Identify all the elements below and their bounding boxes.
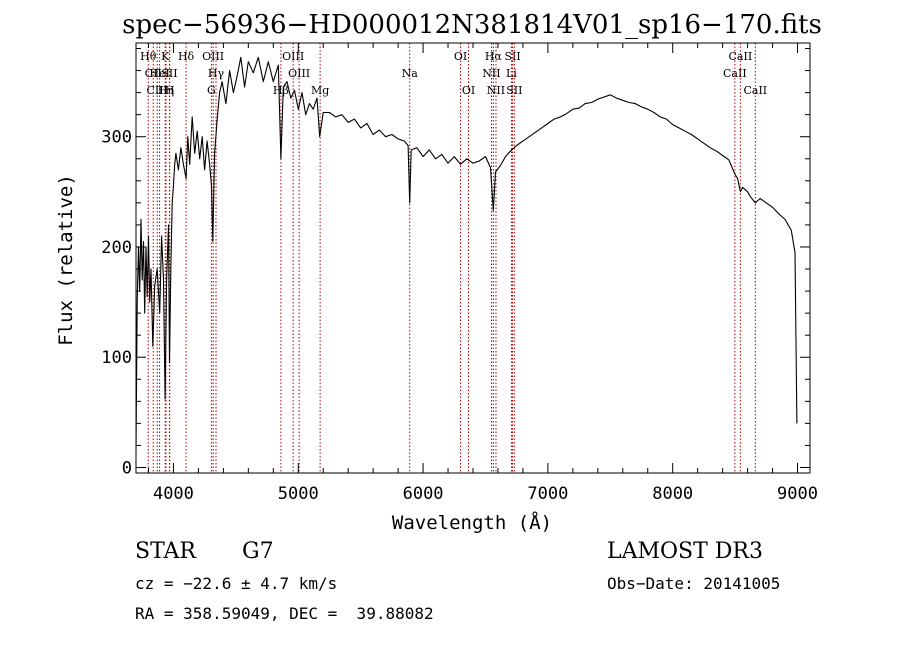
line-marker-label: CaII (723, 67, 747, 80)
line-marker-label: CaII (743, 84, 767, 97)
line-marker-label: NII (482, 67, 500, 80)
y-axis: 0 100 200 300 (101, 48, 810, 478)
y-tick-label: 200 (101, 238, 132, 258)
line-marker-label: OIII (282, 50, 304, 63)
plot-frame (135, 42, 811, 474)
line-marker-label: OI (454, 50, 467, 63)
survey-name: LAMOST DR3 (607, 539, 763, 564)
line-marker-label: H (165, 84, 175, 97)
x-axis: 4000 5000 6000 7000 8000 9000 (147, 43, 818, 504)
spectrum-line (135, 56, 798, 451)
y-axis-label: Flux (relative) (55, 174, 77, 346)
redshift-info: cz = −22.6 ± 4.7 km/s (135, 574, 338, 593)
line-marker-label: OIII (288, 67, 310, 80)
line-marker-label: SII (161, 67, 177, 80)
line-marker-label: CaII (729, 50, 753, 63)
line-marker-label: SII (506, 84, 522, 97)
line-marker-label: Hθ (140, 50, 157, 63)
line-marker-label: Mg (311, 84, 329, 97)
line-marker-label: HeI (149, 67, 169, 80)
line-marker-label: Hβ (273, 84, 289, 97)
x-tick-label: 6000 (403, 484, 444, 504)
line-marker-label: Hγ (208, 67, 225, 80)
line-marker-label: Na (402, 67, 419, 80)
x-tick-label: 8000 (652, 484, 693, 504)
line-marker-label: OI (462, 84, 475, 97)
x-tick-label: 4000 (153, 484, 194, 504)
line-marker-label: CII (145, 67, 162, 80)
line-marker-label: OIII (202, 50, 224, 63)
line-marker-label: SII (504, 50, 520, 63)
line-marker-label: Hη (158, 84, 174, 97)
coordinates: RA = 358.59049, DEC = 39.88082 (135, 604, 434, 623)
line-marker-label: Li (506, 67, 517, 80)
line-marker-label: Hδ (178, 50, 195, 63)
line-marker-label: NII (487, 84, 505, 97)
chart-title: spec−56936−HD000012N381814V01_sp16−170.f… (122, 10, 822, 40)
y-tick-label: 0 (122, 458, 132, 478)
line-marker-label: K (161, 50, 170, 63)
x-tick-label: 9000 (777, 484, 818, 504)
line-marker-label: G (207, 84, 216, 97)
x-tick-label: 7000 (527, 484, 568, 504)
y-tick-label: 300 (101, 128, 132, 148)
x-axis-label: Wavelength (Å) (392, 511, 552, 534)
observation-date: Obs−Date: 20141005 (607, 574, 781, 593)
x-tick-label: 5000 (278, 484, 319, 504)
line-marker-label: CIII (146, 84, 167, 97)
line-marker-label: Hα (485, 50, 503, 63)
object-class: STAR (135, 539, 196, 564)
spectrum-series (135, 56, 798, 451)
y-tick-label: 100 (101, 348, 132, 368)
object-subclass: G7 (242, 539, 274, 564)
